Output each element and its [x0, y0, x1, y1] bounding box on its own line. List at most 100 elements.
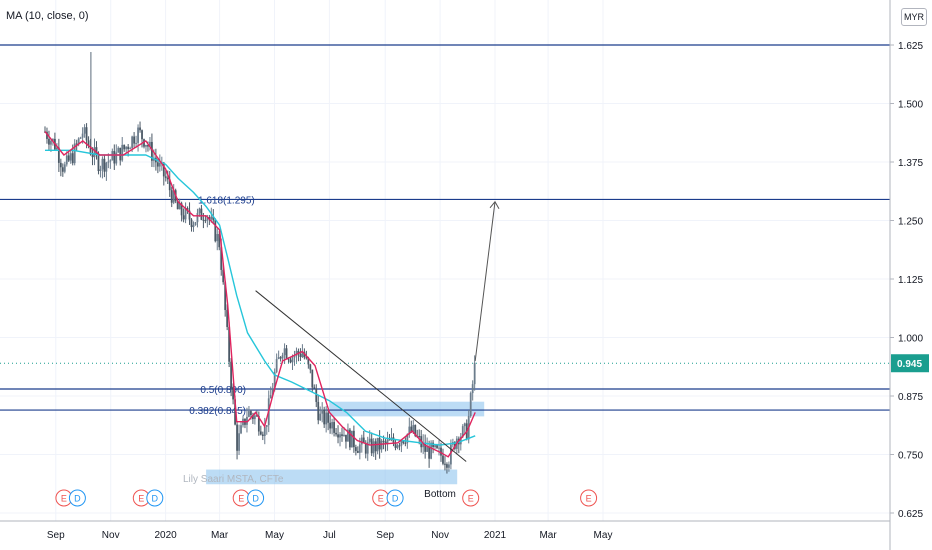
candle-body: [135, 142, 137, 144]
candle-body: [59, 162, 62, 168]
candle-body: [374, 441, 377, 452]
candle-body: [240, 425, 242, 434]
earnings-marker[interactable]: E: [372, 489, 390, 507]
candle-body: [263, 426, 266, 436]
candle-body: [349, 429, 351, 448]
candle-body: [396, 445, 399, 448]
candle-body: [269, 395, 272, 399]
currency-button[interactable]: MYR: [901, 8, 927, 26]
candle-body: [125, 146, 128, 150]
candle-body: [190, 219, 193, 228]
candle-body: [261, 434, 264, 436]
candle-body: [333, 422, 335, 433]
support-zone-1: [329, 401, 485, 417]
x-tick-label: Jul: [323, 530, 336, 541]
candle-body: [301, 352, 304, 357]
candle-body: [75, 143, 78, 145]
candle-body: [426, 446, 429, 452]
fib-label: 1.618(1.295): [198, 195, 255, 206]
candle-body: [127, 146, 130, 150]
candle-body: [87, 140, 90, 146]
candle-body: [61, 167, 64, 172]
candle-body: [283, 348, 286, 356]
fib-label: 0.382(0.845): [189, 406, 246, 417]
candle-body: [172, 190, 175, 203]
candle-body: [81, 133, 84, 138]
candle-body: [208, 217, 211, 220]
candle-body: [206, 217, 209, 221]
candle-body: [220, 247, 223, 270]
candle-body: [228, 326, 231, 362]
candle-body: [428, 446, 431, 459]
candle-body: [129, 148, 132, 150]
candle-body: [222, 269, 225, 283]
earnings-marker[interactable]: E: [55, 489, 73, 507]
dividend-marker[interactable]: D: [247, 489, 265, 507]
candle-body: [214, 220, 217, 242]
candle-body: [257, 416, 260, 432]
event-circle: [386, 489, 404, 507]
candle-body: [430, 442, 432, 459]
y-tick-label: 1.125: [898, 275, 923, 286]
earnings-marker[interactable]: E: [462, 489, 480, 507]
event-letter: D: [252, 494, 259, 504]
candle-body: [345, 434, 347, 442]
candle-body: [358, 444, 361, 453]
event-letter: D: [74, 494, 81, 504]
candle-body: [109, 160, 112, 162]
candle-body: [471, 384, 474, 394]
x-tick-label: Sep: [376, 530, 394, 541]
candle-body: [89, 145, 92, 155]
candle-body: [250, 411, 252, 416]
candle-body: [347, 429, 349, 442]
candle-body: [57, 147, 60, 163]
candle-body: [119, 147, 122, 161]
candle-body: [55, 147, 58, 150]
candle-body: [252, 415, 254, 420]
candle-body: [352, 430, 355, 448]
candle-body: [234, 399, 236, 425]
earnings-marker[interactable]: E: [232, 489, 250, 507]
candle-body: [46, 131, 48, 139]
candle-body: [115, 152, 118, 164]
candle-body: [277, 357, 280, 360]
candle-body: [293, 355, 296, 358]
candle-body: [382, 440, 385, 442]
arrow-head: [489, 200, 500, 210]
candle-body: [265, 425, 268, 427]
candle-body: [438, 447, 440, 449]
dividend-marker[interactable]: D: [386, 489, 404, 507]
candle-body: [394, 442, 397, 448]
candle-body: [434, 445, 436, 448]
candle-body: [444, 463, 446, 465]
earnings-marker[interactable]: E: [580, 489, 598, 507]
candle-body: [168, 179, 171, 191]
candle-body: [232, 388, 234, 400]
candle-body: [295, 350, 298, 356]
event-letter: E: [61, 494, 67, 504]
indicator-label[interactable]: MA (10, close, 0): [6, 10, 89, 22]
x-tick-label: Nov: [431, 530, 449, 541]
candle-body: [166, 177, 169, 180]
dividend-marker[interactable]: D: [68, 489, 86, 507]
y-tick-label: 0.750: [898, 451, 923, 462]
candle-body: [343, 434, 345, 436]
candle-body: [253, 415, 256, 420]
candle-body: [463, 423, 466, 427]
candle-body: [360, 437, 363, 445]
y-tick-label: 1.375: [898, 158, 923, 169]
candle-body: [311, 369, 314, 388]
candle-body: [192, 225, 195, 228]
candle-body: [137, 127, 139, 143]
candle-body: [63, 164, 66, 172]
dividend-marker[interactable]: D: [146, 489, 164, 507]
candle-body: [402, 441, 405, 443]
candle-body: [398, 445, 401, 447]
candle-body: [111, 151, 114, 161]
candle-body: [422, 442, 425, 448]
candle-body: [327, 412, 330, 423]
candle-body: [180, 203, 183, 216]
candle-body: [323, 409, 326, 425]
